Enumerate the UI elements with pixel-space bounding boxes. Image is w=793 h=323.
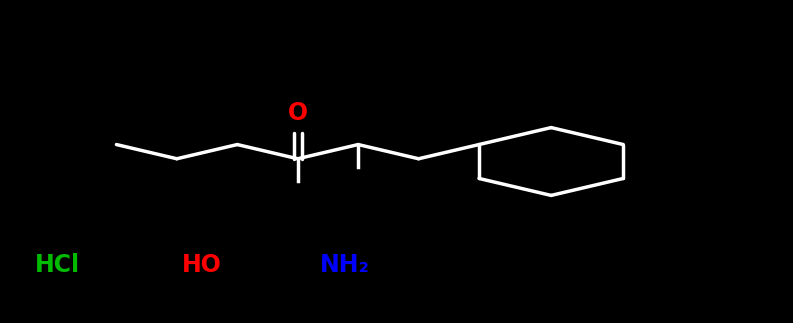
Text: HCl: HCl	[35, 253, 79, 277]
Text: HO: HO	[182, 253, 222, 277]
Text: NH₂: NH₂	[320, 253, 370, 277]
Text: O: O	[288, 101, 308, 125]
